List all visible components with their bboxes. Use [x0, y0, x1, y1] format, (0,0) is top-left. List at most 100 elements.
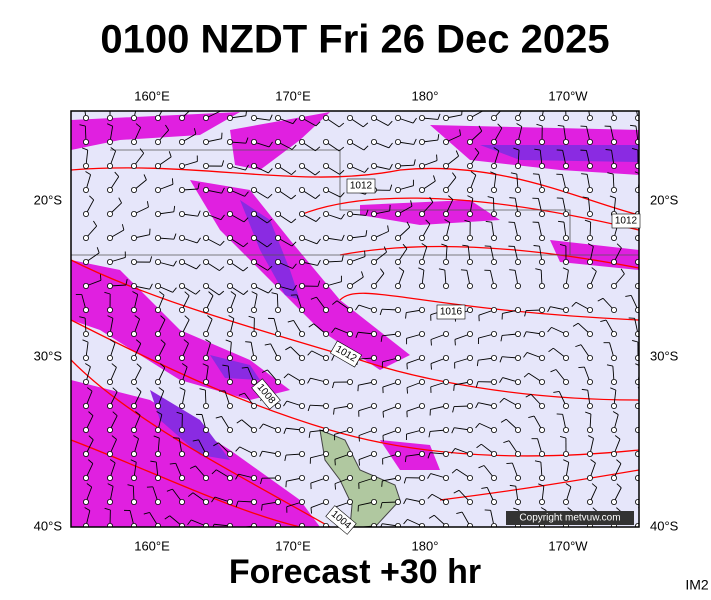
barb-feather [525, 393, 532, 398]
barb-feather [650, 272, 652, 278]
station [130, 426, 137, 433]
station [539, 330, 546, 337]
station [202, 282, 209, 289]
barb-feather [364, 167, 369, 173]
barb-feather [104, 100, 110, 102]
barb-feather [87, 459, 94, 464]
barb-feather [160, 339, 166, 345]
barb-feather [452, 406, 455, 413]
barb-feather [418, 267, 425, 271]
barb-feather [88, 435, 94, 441]
barb-feather [183, 339, 189, 344]
barb-feather [476, 443, 482, 449]
barb-feather [172, 287, 177, 293]
station [323, 523, 329, 527]
barb-feather [413, 159, 416, 166]
north-island [319, 429, 401, 527]
barb-feather [285, 346, 291, 351]
station [539, 306, 546, 313]
station [539, 450, 546, 457]
station [466, 210, 473, 217]
barb-feather [357, 527, 358, 533]
barb-feather [308, 431, 311, 438]
barb-feather [271, 292, 278, 295]
barb-feather [291, 170, 297, 175]
barb-feather [82, 339, 89, 343]
station [587, 115, 594, 122]
barb-feather [389, 184, 393, 191]
barb-feather [315, 216, 321, 222]
station [370, 330, 377, 337]
station [635, 115, 639, 121]
isobar-label-box [325, 505, 357, 535]
station [563, 378, 570, 385]
barb-feather [616, 483, 622, 489]
station [250, 282, 257, 289]
barb-feather [646, 245, 649, 250]
station [611, 138, 618, 145]
station [322, 474, 329, 481]
station [83, 186, 90, 193]
barb-feather [127, 484, 134, 487]
station [490, 115, 497, 122]
isobar-label-box [346, 178, 376, 194]
barb-feather [459, 129, 462, 136]
station [587, 474, 594, 481]
station [130, 306, 137, 313]
barb-feather [388, 142, 393, 149]
station [226, 474, 233, 481]
station [515, 162, 522, 169]
barb-feather [93, 220, 98, 227]
station [83, 258, 90, 265]
barb-feather [245, 164, 249, 171]
barb-feather [629, 124, 637, 127]
barb-feather [581, 388, 588, 391]
isobar-label: 1012 [611, 213, 641, 229]
barb-feather [433, 175, 436, 182]
station [83, 162, 90, 169]
isobar-label: 1012 [346, 178, 376, 194]
station [202, 258, 209, 265]
barb-feather [87, 387, 93, 392]
right-lat-label: 30°S [650, 348, 679, 363]
station [490, 306, 497, 313]
isobar-label-box [436, 304, 466, 320]
station [130, 474, 137, 481]
barb-feather [412, 117, 417, 124]
barb-feather [211, 496, 216, 503]
station [250, 234, 257, 241]
station [83, 354, 90, 361]
barb-feather [510, 172, 517, 175]
barb-feather [470, 171, 477, 176]
barb-feather [553, 391, 560, 393]
station [298, 498, 305, 505]
barb-feather [261, 369, 268, 373]
barb-feather [380, 502, 383, 509]
station [83, 138, 90, 145]
station [418, 378, 425, 385]
barb-feather [571, 301, 577, 307]
station [154, 282, 161, 289]
station [226, 354, 233, 361]
station [539, 354, 546, 361]
barb-feather [284, 454, 287, 461]
station [443, 523, 449, 527]
barb-feather [118, 197, 122, 204]
station [587, 282, 594, 289]
barb-feather [283, 373, 289, 379]
barb-feather [111, 363, 117, 368]
station [107, 354, 114, 361]
station [490, 330, 497, 337]
barb-feather [363, 122, 369, 128]
station [515, 426, 522, 433]
station [635, 475, 639, 481]
barb-feather [259, 423, 264, 429]
barb-feather [225, 339, 232, 343]
barb-feather [221, 187, 225, 194]
barb-feather [135, 339, 142, 344]
station [587, 186, 594, 193]
barb-feather [363, 145, 369, 151]
barb-feather [236, 419, 242, 424]
barb-feather [181, 363, 188, 368]
barb-feather [291, 144, 297, 150]
